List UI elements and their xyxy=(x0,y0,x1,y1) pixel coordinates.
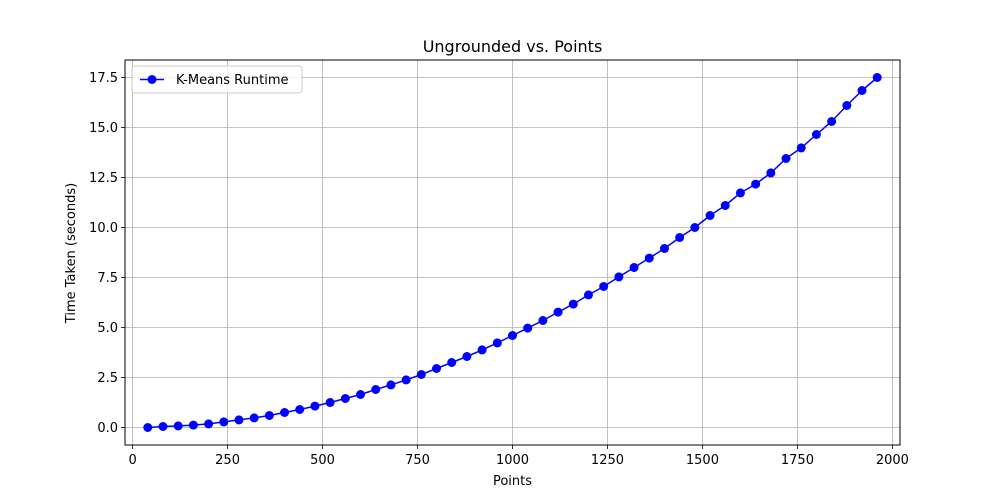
data-point xyxy=(796,143,806,153)
data-point xyxy=(462,352,472,361)
x-tick-label: 1250 xyxy=(591,453,624,468)
chart-title: Ungrounded vs. Points xyxy=(423,37,603,56)
data-point xyxy=(173,421,183,431)
y-tick-label: 7.5 xyxy=(97,271,118,286)
data-point xyxy=(401,375,411,385)
data-point xyxy=(310,401,320,411)
y-tick-label: 5.0 xyxy=(97,321,118,336)
data-point xyxy=(811,130,821,139)
data-point xyxy=(644,253,654,263)
data-point xyxy=(781,154,791,163)
data-point xyxy=(477,345,487,355)
data-point xyxy=(599,282,609,291)
y-tick-label: 2.5 xyxy=(97,371,118,386)
data-point xyxy=(492,338,502,348)
data-point xyxy=(872,73,882,82)
y-tick-label: 10.0 xyxy=(89,221,118,236)
y-axis-label: Time Taken (seconds) xyxy=(64,183,79,324)
data-point xyxy=(523,323,533,333)
data-point xyxy=(143,423,153,432)
data-point xyxy=(280,408,290,417)
data-point xyxy=(659,244,669,253)
data-point xyxy=(386,380,396,390)
data-point xyxy=(766,168,776,178)
data-point xyxy=(264,411,274,420)
data-point xyxy=(568,299,578,309)
data-point xyxy=(188,420,198,430)
y-tick-label: 0.0 xyxy=(97,421,118,436)
data-point xyxy=(508,331,517,340)
data-point xyxy=(690,223,700,232)
series-layer xyxy=(143,73,882,432)
data-point xyxy=(735,188,745,198)
data-point xyxy=(720,201,730,210)
data-point xyxy=(751,179,761,189)
y-tick-label: 12.5 xyxy=(89,171,118,186)
data-point xyxy=(705,211,715,220)
data-point xyxy=(553,307,563,317)
x-tick-label: 1750 xyxy=(781,453,814,468)
data-point xyxy=(371,385,381,394)
x-tick-label: 250 xyxy=(215,453,240,468)
x-tick-label: 1000 xyxy=(496,453,529,468)
data-point xyxy=(447,358,457,367)
data-point xyxy=(629,263,639,272)
grid-lines xyxy=(125,60,900,445)
data-point xyxy=(219,417,229,427)
x-tick-label: 750 xyxy=(405,453,430,468)
legend-box xyxy=(131,65,303,94)
x-ticks: 0 250 500 750 1000 1250 1500 1750 2000 xyxy=(128,445,909,468)
data-point xyxy=(842,101,852,110)
y-tick-label: 17.5 xyxy=(89,71,118,86)
x-tick-label: 1500 xyxy=(686,453,719,468)
x-tick-label: 0 xyxy=(128,453,136,468)
data-point xyxy=(614,272,624,282)
data-point xyxy=(538,316,548,325)
data-point xyxy=(857,86,867,95)
data-point xyxy=(675,233,685,242)
data-point xyxy=(416,370,426,379)
data-point xyxy=(432,364,442,373)
data-point xyxy=(340,394,350,403)
data-point xyxy=(356,390,366,399)
legend-marker-swatch xyxy=(147,75,157,84)
data-point xyxy=(204,419,214,429)
data-point xyxy=(325,398,335,407)
y-ticks: 0.0 2.5 5.0 7.5 10.0 12.5 15.0 17.5 xyxy=(89,71,125,436)
data-point xyxy=(295,405,305,414)
x-axis-label: Points xyxy=(493,474,532,489)
data-point xyxy=(249,413,259,423)
data-point xyxy=(827,117,837,126)
y-tick-label: 15.0 xyxy=(89,121,118,136)
data-point xyxy=(583,290,593,300)
x-tick-label: 500 xyxy=(310,453,335,468)
data-point xyxy=(158,422,168,431)
x-tick-label: 2000 xyxy=(876,453,909,468)
legend-label: K-Means Runtime xyxy=(176,73,288,88)
legend: K-Means Runtime xyxy=(131,65,303,94)
data-point xyxy=(234,415,244,425)
